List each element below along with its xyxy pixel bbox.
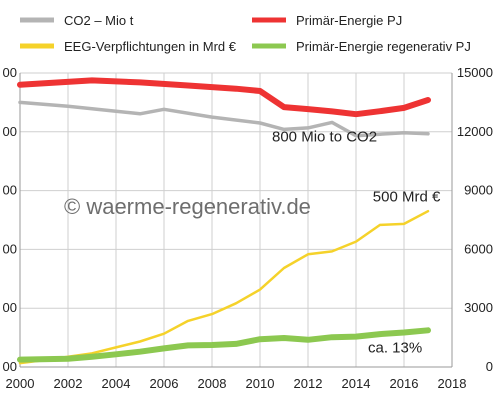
x-tick-label: 2002 [54,376,83,391]
legend: CO2 – Mio t Primär-Energie PJ EEG-Verpflic… [20,13,471,54]
right-axis-tick-labels: 0 3000 6000 9000 12000 15000 [457,65,493,374]
y-left-tick-label: 00 [3,183,17,198]
series-line-prim-r-energie-pj [17,77,431,118]
x-tick-label: 2000 [6,376,35,391]
legend-label: Primär-Energie PJ [296,13,402,28]
y-right-tick-label: 12000 [457,124,493,139]
legend-label: CO2 – Mio t [64,13,134,28]
x-tick-label: 2010 [246,376,275,391]
axes [19,73,453,368]
x-tick-label: 2006 [150,376,179,391]
x-axis-tick-labels: 2000 2002 2004 2006 2008 2010 2012 2014 2016 2018 [6,376,467,391]
y-right-tick-label: 0 [486,359,493,374]
y-right-tick-label: 9000 [464,183,493,198]
annotation-label: ca. 13% [368,339,422,356]
left-axis-tick-labels: 00 00 00 00 00 00 [3,65,17,374]
annotations: 800 Mio to CO2 500 Mrd € ca. 13% [272,129,441,357]
series-line-co2-mio-t [18,100,430,138]
y-left-tick-label: 00 [3,65,17,80]
annotation-label: 800 Mio to CO2 [272,129,377,146]
x-tick-label: 2014 [342,376,371,391]
x-tick-label: 2004 [102,376,131,391]
series-line-prim-r-energie-regenerativ-pj [17,327,431,363]
series-line-eeg-verpflichtungen-in-mrd [18,209,430,365]
x-tick-label: 2016 [390,376,419,391]
annotation-label: 500 Mrd € [373,188,441,205]
x-tick-label: 2012 [294,376,323,391]
y-right-tick-label: 3000 [464,300,493,315]
y-left-tick-label: 00 [3,124,17,139]
series-lines [17,77,431,365]
y-right-tick-label: 15000 [457,65,493,80]
y-left-tick-label: 00 [3,241,17,256]
y-right-tick-label: 6000 [464,241,493,256]
x-tick-label: 2018 [438,376,467,391]
gridlines [19,72,453,368]
watermark: © waerme-regenerativ.de [64,194,311,219]
legend-label: Primär-Energie regenerativ PJ [296,39,471,54]
y-left-tick-label: 00 [3,300,17,315]
legend-label: EEG-Verpflichtungen in Mrd € [64,39,237,54]
y-left-tick-label: 00 [3,359,17,374]
x-tick-label: 2008 [198,376,227,391]
